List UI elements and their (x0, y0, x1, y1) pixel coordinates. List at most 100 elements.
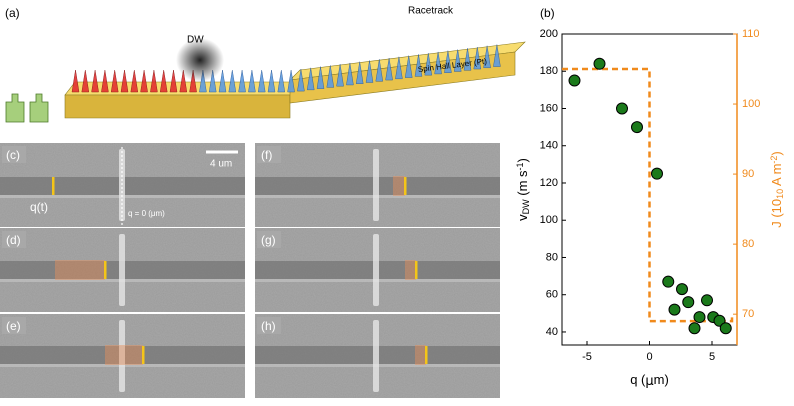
spin-cone (316, 66, 325, 89)
j-line (562, 67, 734, 323)
spin-cone (336, 64, 344, 87)
point (631, 121, 643, 134)
spin-cone (463, 48, 472, 71)
spin-cone (424, 53, 433, 76)
point (693, 311, 706, 324)
spin-cone (179, 69, 188, 93)
spin-cone (71, 69, 80, 93)
point (616, 102, 628, 115)
label-bg (2, 317, 26, 334)
wall-marker (415, 261, 418, 279)
wall-marker (52, 177, 55, 195)
spin-cone (248, 69, 256, 93)
layer-front (64, 94, 291, 119)
point (651, 167, 663, 180)
label-bg (2, 231, 26, 248)
x-axis-label-part: μ (645, 374, 653, 389)
x-tick-label: 5 (709, 351, 715, 363)
spin-cone (238, 69, 246, 93)
spin-cone (444, 50, 452, 73)
label-bg (257, 146, 281, 163)
spin-cone (326, 65, 335, 88)
spin-cone (404, 55, 413, 78)
spin-cone (395, 56, 403, 80)
origin-label: q = 0 (μm) (128, 209, 165, 218)
electrode (119, 320, 125, 392)
point (719, 322, 732, 335)
spin-cone (120, 69, 129, 93)
point (662, 275, 675, 288)
point (593, 57, 606, 70)
electrode (373, 234, 379, 306)
panel-label: (b) (540, 6, 555, 20)
spin-cone (130, 69, 139, 93)
electrode (119, 234, 125, 306)
pulse-icon (5, 93, 49, 123)
panel-label: (g) (261, 233, 276, 247)
y-tick-label: 160 (540, 102, 558, 114)
y2-tick-label: 100 (742, 98, 760, 110)
y2-axis-label: J (1010 A m-2) (769, 151, 785, 228)
y-tick-label: 140 (540, 140, 558, 152)
y-tick-label: 180 (540, 65, 558, 77)
label-bg (2, 146, 26, 163)
racetrack-label: Racetrack (408, 6, 454, 17)
label-bg (257, 317, 281, 334)
spin-cone (365, 60, 374, 83)
label-bg (257, 231, 281, 248)
y2-tick-label: 110 (742, 28, 760, 40)
position-label: q(t) (30, 200, 48, 214)
spin-cone (228, 69, 237, 93)
spin-cone (306, 67, 315, 91)
spin-cone (159, 69, 168, 93)
domain-highlight (415, 345, 426, 365)
y-axis-label: vDW (m s-1) (515, 158, 531, 221)
panel-label: (d) (6, 233, 21, 247)
scale-label: 4 um (210, 159, 232, 170)
spin-cone (346, 62, 354, 86)
y-axis-label-part: ) (515, 158, 530, 162)
spin-cone (385, 58, 393, 81)
spin-cone (287, 69, 295, 93)
y2-axis-label-part: 10 (775, 189, 785, 199)
point (688, 322, 701, 335)
spin-cone (140, 69, 148, 93)
y2-axis-label-part: -2 (769, 156, 779, 164)
wall-marker (104, 261, 107, 279)
spin-cone (81, 69, 90, 93)
spin-cone (493, 44, 501, 67)
spin-cone (267, 69, 276, 93)
y2-axis-label-part: J (10 (769, 199, 784, 228)
domain-highlight (105, 345, 143, 365)
domain-highlight (393, 176, 405, 196)
spin-cone (101, 69, 109, 93)
spin-cone (355, 61, 364, 84)
panel-label: (h) (261, 319, 276, 333)
y-tick-label: 60 (546, 289, 558, 301)
spin-cone (277, 69, 286, 93)
spin-cone (257, 69, 266, 93)
x-axis-label-part: m) (654, 372, 669, 387)
y2-tick-label: 80 (742, 238, 754, 250)
spin-cone (297, 69, 305, 92)
domain-highlight (405, 260, 416, 280)
dw-label: DW (187, 35, 204, 46)
panel-label: (e) (6, 319, 21, 333)
point (682, 296, 695, 309)
y-axis-label-part: -1 (515, 162, 525, 170)
spin-cone (150, 69, 158, 93)
spin-cone (169, 69, 178, 93)
y2-axis-label-part: ) (769, 151, 784, 155)
spin-cone (483, 45, 491, 69)
y-axis-label-part: DW (521, 199, 531, 214)
point (676, 283, 688, 296)
y2-tick-label: 90 (742, 168, 754, 180)
y-tick-label: 100 (540, 214, 558, 226)
y2-axis-label-part: A m (769, 164, 784, 189)
y-tick-label: 40 (546, 326, 558, 338)
spin-cone (91, 69, 99, 93)
spin-cone (110, 69, 119, 93)
y2-tick-label: 70 (742, 308, 754, 320)
spin-cone (434, 51, 442, 75)
x-tick-label: 0 (646, 351, 652, 363)
